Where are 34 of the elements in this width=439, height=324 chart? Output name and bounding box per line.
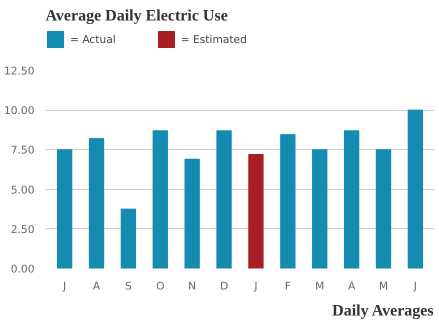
legend-label: = Estimated: [180, 32, 247, 46]
x-tick-label: M: [378, 280, 388, 292]
y-tick-label: 5.00: [10, 183, 35, 196]
bar: [248, 154, 264, 268]
x-tick-label: F: [284, 280, 291, 292]
bar: [88, 138, 104, 268]
chart-title: Average Daily Electric Use: [46, 8, 228, 24]
bar: [184, 158, 200, 268]
y-tick-label: 7.50: [10, 144, 35, 157]
bar: [152, 130, 168, 268]
y-tick-label: 0.00: [10, 262, 35, 276]
x-tick-label: J: [253, 280, 258, 292]
x-tick-label: D: [220, 280, 228, 292]
bar: [56, 149, 72, 268]
x-tick-label: N: [188, 280, 196, 292]
y-tick-label: 2.50: [10, 222, 35, 236]
bar: [344, 130, 360, 268]
x-tick-label: J: [62, 280, 66, 292]
x-tick-label: O: [156, 280, 164, 292]
x-tick-label: A: [348, 280, 356, 292]
bar: [120, 208, 136, 268]
legend-label: = Actual: [70, 32, 116, 46]
x-tick-label: M: [315, 280, 324, 292]
bar: [312, 149, 328, 268]
bar: [216, 130, 232, 268]
y-tick-label: 12.50: [4, 64, 35, 78]
bar: [280, 134, 296, 268]
bar: [408, 110, 424, 268]
x-tick-label: A: [92, 280, 101, 292]
x-tick-label: J: [412, 280, 417, 292]
bar: [376, 149, 392, 268]
y-tick-label: 10.00: [4, 104, 35, 118]
x-tick-label: S: [125, 280, 132, 292]
x-axis-title: Daily Averages: [332, 302, 434, 320]
